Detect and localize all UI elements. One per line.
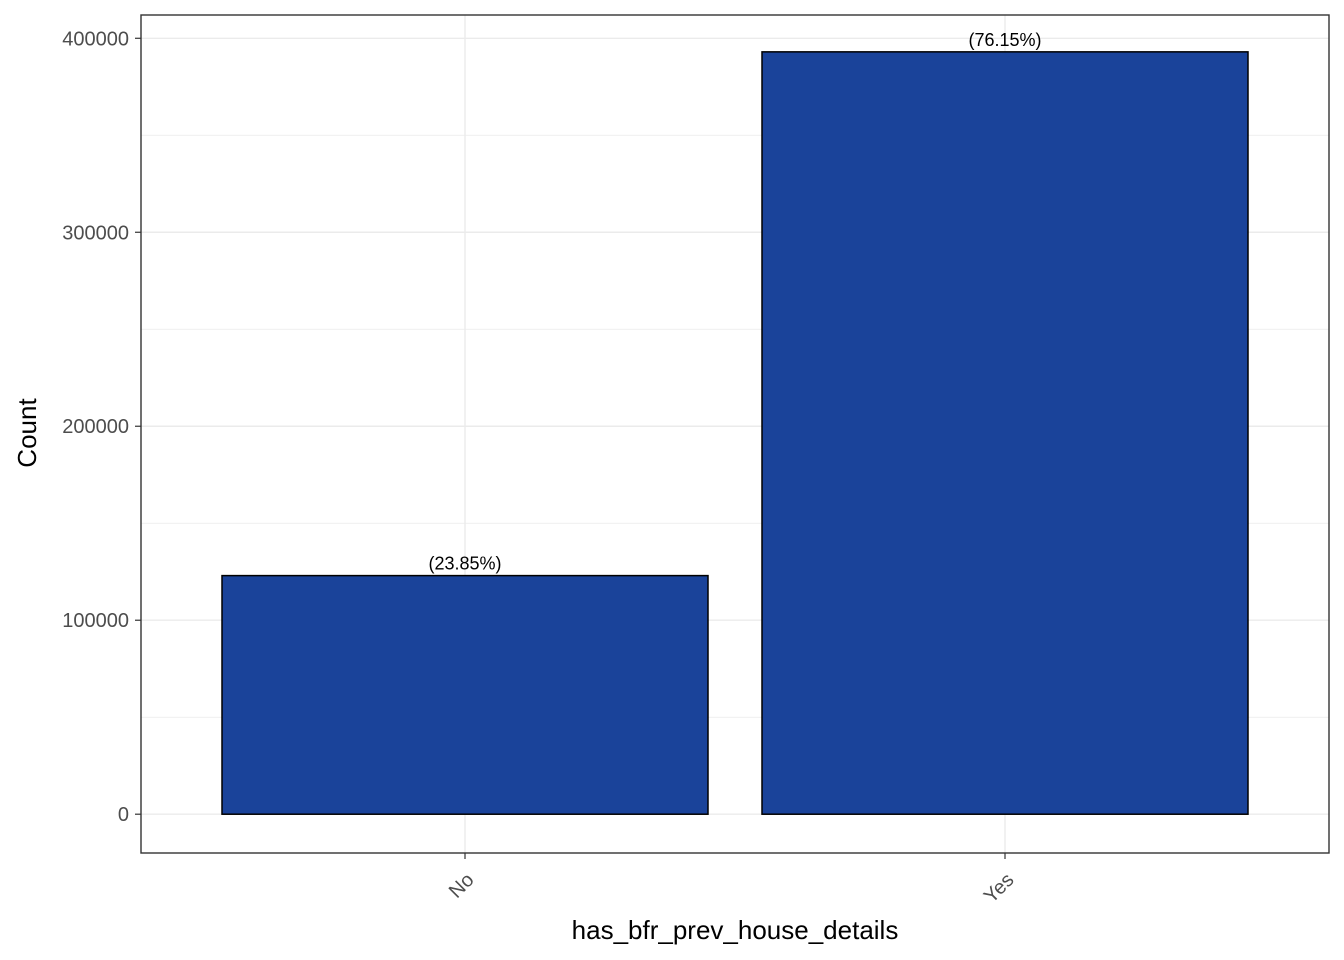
panel-border bbox=[140, 14, 1330, 854]
y-tick-label: 0 bbox=[118, 804, 129, 826]
x-tick-label-no: No bbox=[445, 869, 479, 903]
data-label-no: (23.85%) bbox=[428, 554, 501, 574]
data-label-yes: (76.15%) bbox=[968, 30, 1041, 50]
y-tick-label: 200000 bbox=[62, 416, 129, 438]
data-labels: (23.85%) (76.15%) bbox=[428, 30, 1041, 574]
bar-yes bbox=[761, 51, 1249, 815]
y-tick-label: 300000 bbox=[62, 222, 129, 244]
bar-no bbox=[221, 574, 709, 815]
y-axis: 0 100000 200000 300000 400000 bbox=[62, 28, 141, 826]
x-tick-label-yes: Yes bbox=[980, 869, 1019, 908]
x-axis: No Yes bbox=[445, 853, 1019, 908]
bars bbox=[221, 51, 1249, 815]
y-tick-label: 100000 bbox=[62, 610, 129, 632]
y-tick-label: 400000 bbox=[62, 28, 129, 50]
x-axis-title: has_bfr_prev_house_details bbox=[572, 915, 899, 945]
y-axis-title: Count bbox=[12, 398, 42, 468]
